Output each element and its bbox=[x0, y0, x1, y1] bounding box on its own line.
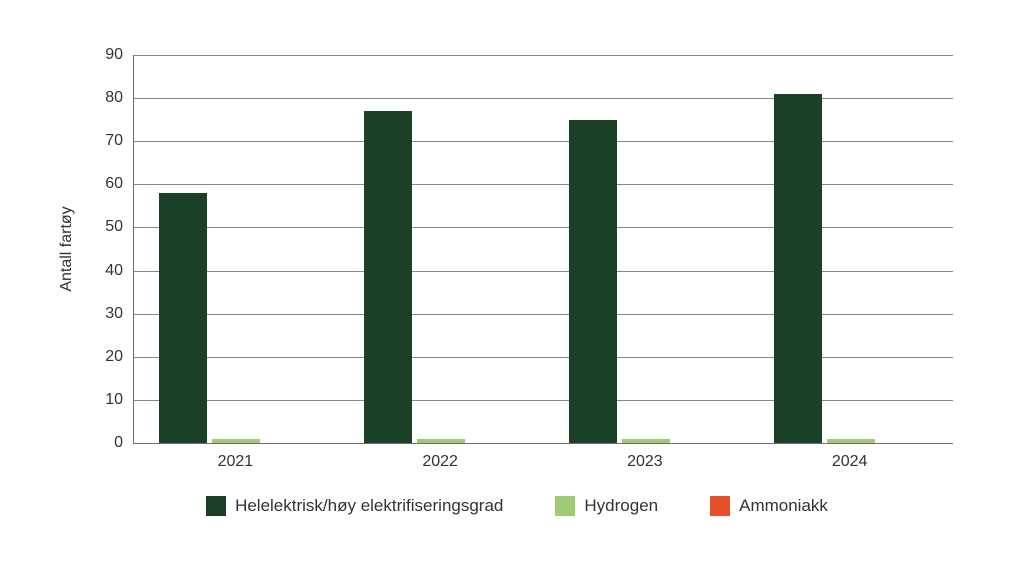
gridline-y-50 bbox=[134, 227, 953, 229]
plot-area bbox=[133, 55, 953, 444]
legend-swatch-icon bbox=[206, 496, 227, 516]
legend-label: Ammoniakk bbox=[739, 496, 828, 515]
xtick-label-2022: 2022 bbox=[422, 453, 458, 470]
ytick-label-50: 50 bbox=[105, 218, 123, 236]
bar-series0-2022 bbox=[364, 111, 413, 443]
bar-series1-2024 bbox=[826, 438, 875, 443]
legend-swatch-icon bbox=[710, 496, 731, 516]
gridline-y-70 bbox=[134, 141, 953, 143]
gridline-y-20 bbox=[134, 356, 953, 358]
legend-label: Helelektrisk/høy elektrifiseringsgrad bbox=[235, 496, 504, 515]
ytick-label-90: 90 bbox=[105, 46, 123, 63]
ytick-label-70: 70 bbox=[105, 132, 123, 150]
ytick-label-40: 40 bbox=[105, 261, 123, 279]
xtick-label-2024: 2024 bbox=[831, 453, 868, 470]
gridline-y-60 bbox=[134, 184, 953, 186]
bar-series0-2023 bbox=[568, 119, 617, 443]
gridline-y-10 bbox=[134, 399, 953, 401]
legend-swatch-icon bbox=[555, 496, 576, 516]
bar-series1-2022 bbox=[417, 438, 466, 443]
gridline-y-90 bbox=[134, 55, 953, 56]
gridline-y-80 bbox=[134, 98, 953, 100]
ytick-label-10: 10 bbox=[105, 390, 123, 408]
ytick-label-0: 0 bbox=[114, 434, 123, 451]
legend: Helelektrisk/høy elektrifiseringsgrad Hyd… bbox=[0, 496, 1034, 516]
ytick-label-80: 80 bbox=[105, 89, 123, 107]
legend-item-2: Ammoniakk bbox=[710, 496, 828, 516]
ytick-label-60: 60 bbox=[105, 175, 123, 193]
gridline-y-40 bbox=[134, 270, 953, 272]
gridline-y-30 bbox=[134, 313, 953, 315]
legend-label: Hydrogen bbox=[584, 496, 659, 515]
legend-item-1: Hydrogen bbox=[555, 496, 658, 516]
xtick-label-2021: 2021 bbox=[217, 453, 254, 470]
bar-series1-2023 bbox=[621, 438, 670, 443]
bar-series0-2024 bbox=[773, 93, 822, 443]
ytick-label-20: 20 bbox=[105, 347, 123, 365]
bar-series1-2021 bbox=[212, 438, 261, 443]
bar-series0-2021 bbox=[159, 192, 208, 443]
ytick-label-30: 30 bbox=[105, 304, 123, 322]
legend-item-0: Helelektrisk/høy elektrifiseringsgrad bbox=[206, 496, 503, 516]
xtick-label-2023: 2023 bbox=[627, 453, 663, 470]
